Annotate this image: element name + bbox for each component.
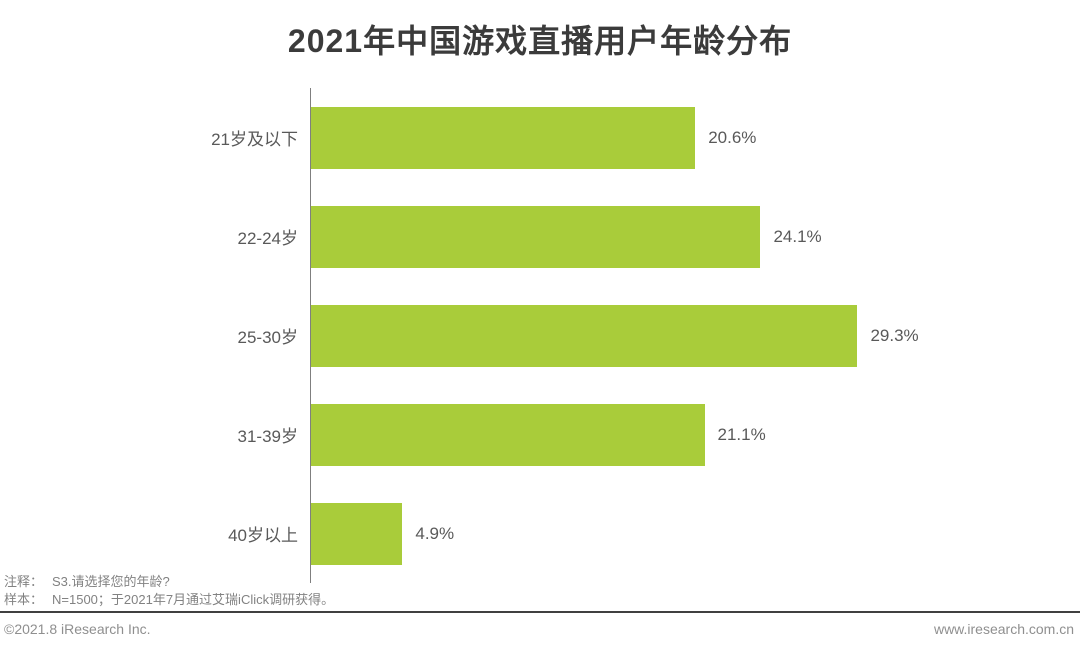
bar xyxy=(311,205,761,268)
bar-value-label: 4.9% xyxy=(415,523,455,543)
bar-chart: 21岁及以下 20.6% 22-24岁 24.1% 25-30岁 29.3% 3… xyxy=(0,88,1080,583)
website-text: www.iresearch.com.cn xyxy=(933,621,1074,637)
page-footer: ©2021.8 iResearch Inc. www.iresearch.com… xyxy=(4,621,1074,637)
chart-title: 2021年中国游戏直播用户年龄分布 xyxy=(287,23,793,59)
note-label: 注释： xyxy=(4,574,44,589)
bar-zone: 21.1% xyxy=(310,385,1080,484)
bar-value-label: 21.1% xyxy=(717,424,766,444)
note-line: 注释： S3.请选择您的年龄? xyxy=(4,573,334,591)
copyright-text: ©2021.8 iResearch Inc. xyxy=(4,621,151,637)
sample-label: 样本： xyxy=(4,592,44,607)
bar-zone: 20.6% xyxy=(310,88,1080,187)
chart-notes: 注释： S3.请选择您的年龄? 样本： N=1500；于2021年7月通过艾瑞i… xyxy=(4,573,334,609)
note-text: S3.请选择您的年龄? xyxy=(52,574,170,589)
category-label: 21岁及以下 xyxy=(211,130,298,149)
bar-value-label: 24.1% xyxy=(773,226,822,246)
bar-value-label: 20.6% xyxy=(708,127,757,147)
chart-row: 21岁及以下 20.6% xyxy=(0,88,1080,187)
bar-value-label: 29.3% xyxy=(870,325,919,345)
sample-line: 样本： N=1500；于2021年7月通过艾瑞iClick调研获得。 xyxy=(4,591,334,609)
sample-text: N=1500；于2021年7月通过艾瑞iClick调研获得。 xyxy=(52,592,335,607)
bar xyxy=(311,403,705,466)
category-label: 31-39岁 xyxy=(237,427,298,446)
bar xyxy=(311,106,696,169)
chart-row: 25-30岁 29.3% xyxy=(0,286,1080,385)
category-label: 22-24岁 xyxy=(237,229,298,248)
bar-zone: 4.9% xyxy=(310,484,1080,583)
bar xyxy=(311,502,403,565)
category-label: 25-30岁 xyxy=(237,328,298,347)
chart-row: 40岁以上 4.9% xyxy=(0,484,1080,583)
bar-zone: 24.1% xyxy=(310,187,1080,286)
footer-divider xyxy=(0,611,1080,613)
bar xyxy=(311,304,858,367)
chart-row: 31-39岁 21.1% xyxy=(0,385,1080,484)
category-label: 40岁以上 xyxy=(228,526,298,545)
chart-row: 22-24岁 24.1% xyxy=(0,187,1080,286)
bar-zone: 29.3% xyxy=(310,286,1080,385)
